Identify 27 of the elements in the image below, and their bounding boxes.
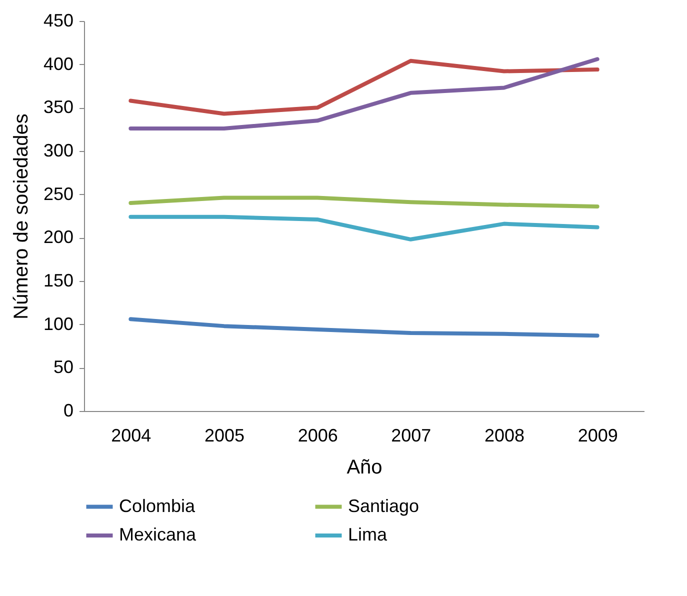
y-tick-label: 450 — [43, 10, 74, 30]
x-tick-label: 2005 — [204, 426, 245, 446]
x-tick-label: 2008 — [484, 426, 525, 446]
y-tick-label: 150 — [43, 270, 74, 290]
y-tick-label: 400 — [43, 54, 74, 74]
line-series — [128, 317, 600, 338]
y-tick-label: 300 — [43, 140, 74, 160]
legend-label: Mexicana — [119, 524, 198, 544]
x-tick-label: 2004 — [111, 426, 152, 446]
line-series — [128, 214, 600, 242]
y-tick-label: 100 — [43, 314, 74, 334]
x-tick-label: 2007 — [391, 426, 432, 446]
line-series — [128, 196, 600, 208]
y-tick-label: 200 — [43, 227, 74, 248]
x-axis-title: Año — [346, 456, 382, 478]
legend-label: Santiago — [348, 496, 420, 516]
legend-label: Lima — [348, 524, 388, 544]
y-tick-label: 350 — [43, 97, 74, 118]
line-series — [128, 58, 600, 116]
y-tick-label: 50 — [53, 357, 74, 378]
y-tick-label: 250 — [43, 184, 74, 204]
y-axis-title: Número de sociedades — [10, 114, 32, 320]
y-tick-label: 0 — [63, 400, 74, 420]
line-series — [128, 57, 600, 130]
x-tick-label: 2006 — [298, 426, 338, 446]
legend-label: Colombia — [119, 496, 196, 516]
x-tick-label: 2009 — [578, 426, 618, 446]
